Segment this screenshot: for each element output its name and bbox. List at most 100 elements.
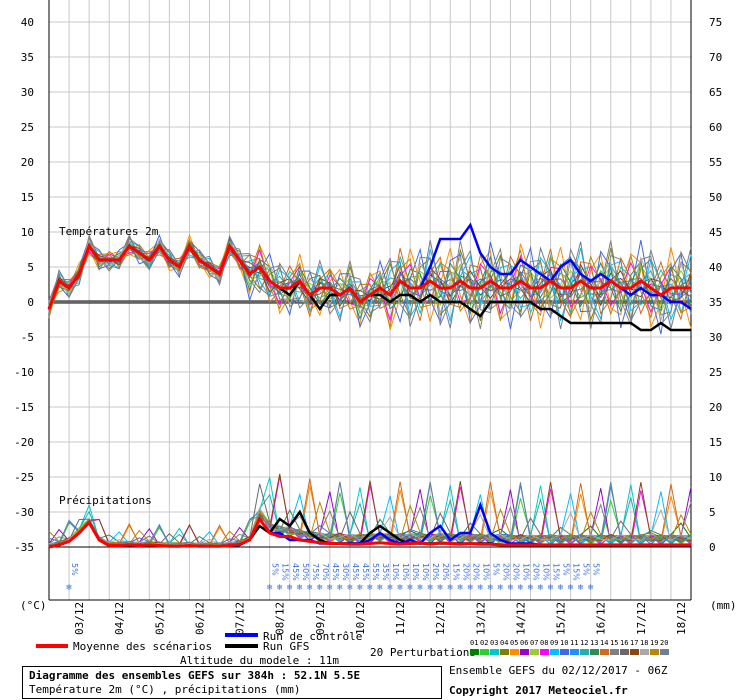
footer-title-box: Diagramme des ensembles GEFS sur 384h : …: [22, 666, 442, 699]
snow-probability-label: 10%: [401, 563, 410, 581]
snow-probability-label: 20%: [431, 563, 440, 581]
legend-mean-line: [36, 644, 68, 648]
temperature-section-label: Températures 2m: [59, 225, 159, 238]
legend-mean-label: Moyenne des scénarios: [73, 640, 213, 653]
snow-probability-label: 5%: [592, 563, 601, 576]
snow-probability-label: 10%: [521, 563, 530, 581]
snow-probability-label: 45%: [331, 563, 340, 581]
snow-probability-label: 10%: [411, 563, 420, 581]
temp-tick-label: -20: [14, 436, 34, 449]
precip-tick-label: 30: [709, 331, 722, 344]
snow-probability-label: 5%: [271, 563, 280, 576]
date-tick-label: 10/12: [354, 602, 367, 635]
legend-control-label: Run de contrôle: [263, 630, 363, 643]
snow-probability-label: 35%: [381, 563, 390, 581]
perturbation-swatch-row: [470, 649, 670, 655]
legend-perturbations-label: 20 Perturbations: [370, 646, 476, 659]
snowflake-icon: ❄: [306, 583, 313, 592]
precip-tick-label: 50: [709, 191, 722, 204]
snow-probability-label: 5%: [582, 563, 591, 576]
date-tick-label: 03/12: [73, 602, 86, 635]
snowflake-icon: ❄: [66, 583, 73, 592]
temp-tick-label: 15: [21, 191, 34, 204]
snow-probability-label: 70%: [321, 563, 330, 581]
snow-probability-label: 5%: [70, 563, 79, 576]
date-tick-label: 04/12: [113, 602, 126, 635]
temp-tick-label: -35: [14, 541, 34, 554]
axis-tick-labels: 4035302520151050-5-10-15-20-25-30-357570…: [14, 16, 722, 635]
temp-tick-label: 20: [21, 156, 34, 169]
date-tick-label: 18/12: [675, 602, 688, 635]
perturbation-number: 11: [570, 639, 579, 647]
snow-probability-label: 20%: [471, 563, 480, 581]
date-tick-label: 07/12: [234, 602, 247, 635]
date-tick-label: 12/12: [434, 602, 447, 635]
perturbation-swatch: [590, 649, 599, 655]
precip-tick-label: 40: [709, 261, 722, 274]
legend-control-line: [225, 633, 258, 637]
snow-probability-label: 45%: [291, 563, 300, 581]
precip-tick-label: 60: [709, 121, 722, 134]
snow-probability-label: 15%: [552, 563, 561, 581]
perturbation-temp-line: [48, 237, 692, 330]
perturbation-swatch: [650, 649, 659, 655]
perturbation-number: 05: [510, 639, 519, 647]
snow-probability-label: 15%: [572, 563, 581, 581]
snow-probability-label: 20%: [532, 563, 541, 581]
snow-probability-label: 15%: [281, 563, 290, 581]
snow-probability-label: 50%: [301, 563, 310, 581]
snow-probability-label: 45%: [361, 563, 370, 581]
perturbation-number: 08: [540, 639, 549, 647]
precip-unit-label: (mm): [710, 599, 737, 612]
perturbation-swatch: [490, 649, 499, 655]
snowflake-icon: ❄: [347, 583, 354, 592]
snow-probability-label: 20%: [501, 563, 510, 581]
precip-tick-label: 65: [709, 86, 722, 99]
snowflake-icon: ❄: [316, 583, 323, 592]
perturbation-swatch: [640, 649, 649, 655]
snowflake-icon: ❄: [296, 583, 303, 592]
snowflake-icon: ❄: [327, 583, 334, 592]
temp-tick-label: 5: [27, 261, 34, 274]
temp-tick-label: -25: [14, 471, 34, 484]
snowflake-icon: ❄: [276, 583, 283, 592]
snowflake-icon: ❄: [266, 583, 273, 592]
date-tick-label: 14/12: [514, 602, 527, 635]
perturbation-temp-line: [48, 233, 692, 331]
main-series-lines: [47, 222, 692, 549]
perturbation-swatch: [550, 649, 559, 655]
precip-tick-label: 10: [709, 471, 722, 484]
perturbation-number: 14: [600, 639, 609, 647]
snowflake-icon: ❄: [367, 583, 374, 592]
snowflake-icon: ❄: [587, 583, 594, 592]
snowflake-icon: ❄: [417, 583, 424, 592]
perturbation-swatch: [570, 649, 579, 655]
snowflake-icon: ❄: [377, 583, 384, 592]
snow-probability-label: 20%: [441, 563, 450, 581]
chart-grid: [48, 0, 692, 601]
perturbation-swatch: [580, 649, 589, 655]
perturbation-temp-line: [48, 238, 692, 322]
snow-probability-label: 5%: [562, 563, 571, 576]
perturbation-number: 16: [620, 639, 629, 647]
run-info: Ensemble GEFS du 02/12/2017 - 06Z: [449, 664, 668, 677]
date-tick-label: 09/12: [314, 602, 327, 635]
snowflake-icon: ❄: [457, 583, 464, 592]
snow-probability-label: 10%: [391, 563, 400, 581]
perturbation-swatch: [530, 649, 539, 655]
perturbation-number: 06: [520, 639, 529, 647]
perturbation-swatch: [630, 649, 639, 655]
snowflake-icon: ❄: [577, 583, 584, 592]
perturbation-swatch: [540, 649, 549, 655]
perturbation-swatch: [500, 649, 509, 655]
perturbation-number: 12: [580, 639, 589, 647]
temp-tick-label: 30: [21, 86, 34, 99]
snowflake-icon: ❄: [467, 583, 474, 592]
date-tick-label: 13/12: [474, 602, 487, 635]
perturbation-number: 20: [660, 639, 669, 647]
snowflake-icon: ❄: [397, 583, 404, 592]
snow-probability-labels: 5% ❄ 5% ❄ 15% ❄ 45% ❄ 50% ❄ 75% ❄ 70% ❄ 45% ❄ 30% ❄ 45% ❄ 45…: [66, 563, 601, 592]
date-tick-label: 08/12: [274, 602, 287, 635]
perturbation-swatch: [610, 649, 619, 655]
